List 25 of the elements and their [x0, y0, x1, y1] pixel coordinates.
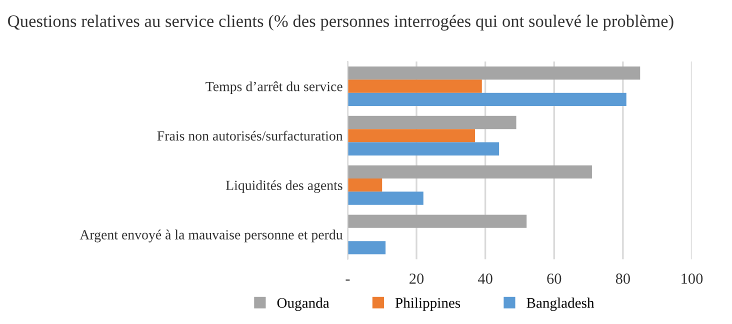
legend-label: Philippines	[395, 298, 460, 311]
legend-label: Ouganda	[277, 298, 330, 311]
chart-title: Questions relatives au service clients (% des personnes interrogées qui ont soulevé le problème)	[8, 14, 674, 31]
bar	[348, 129, 475, 142]
bar	[348, 241, 386, 254]
x-tick-label: 20	[410, 274, 424, 284]
bar	[348, 116, 516, 130]
x-tick-label: 40	[478, 274, 492, 284]
y-tick-label: Argent envoyé à la mauvaise personne et perdu	[80, 230, 343, 242]
bar	[348, 92, 626, 106]
bar	[348, 165, 592, 178]
legend-label: Bangladesh	[526, 298, 594, 311]
bar	[348, 192, 424, 205]
y-tick-label: Temps d’arrêt du service	[206, 81, 342, 94]
y-tick-label: Frais non autorisés/surfacturation	[157, 130, 343, 141]
bar	[348, 66, 640, 80]
y-tick-label: Liquidités des agents	[226, 180, 342, 193]
x-tick-label: 80	[616, 274, 630, 284]
bar	[348, 214, 527, 228]
bar	[348, 178, 382, 192]
x-tick-label: -	[346, 280, 350, 281]
x-tick-label: 100	[682, 274, 703, 284]
x-tick-label: 60	[547, 274, 562, 284]
bar	[348, 80, 482, 93]
bar	[348, 142, 500, 156]
